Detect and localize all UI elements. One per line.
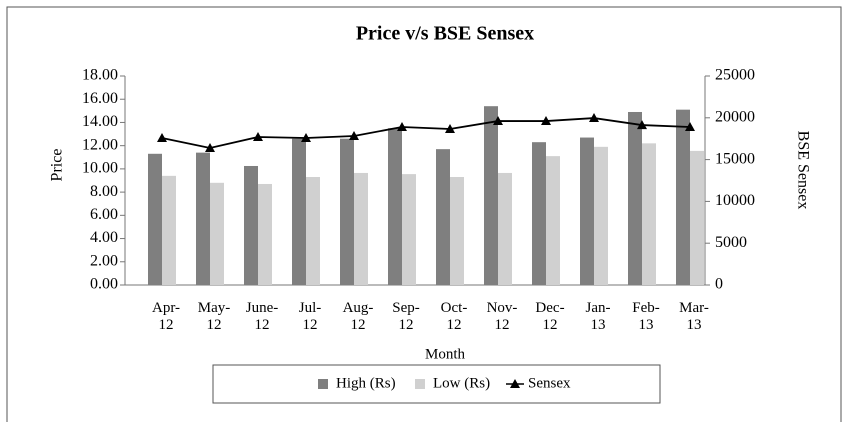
bar (148, 153, 162, 285)
chart-frame (6, 6, 842, 422)
marker (445, 124, 455, 134)
legend-swatch (415, 379, 425, 389)
y2-tick-label: 10000 (715, 192, 755, 209)
bar (690, 150, 704, 285)
y-axis-title: Price (49, 149, 66, 182)
bar (402, 174, 416, 285)
bar (580, 137, 594, 285)
legend-label: High (Rs) (336, 375, 396, 391)
bar (546, 156, 560, 285)
y2-axis-title: BSE Sensex (794, 131, 811, 210)
y-tick-label: 14.00 (82, 113, 118, 130)
x-tick-label: Oct-12 (441, 300, 468, 333)
bar (244, 165, 258, 285)
y2-tick-label: 5000 (715, 234, 747, 251)
legend-marker (510, 379, 520, 388)
y-tick-label: 10.00 (82, 160, 118, 177)
bar (162, 175, 176, 285)
marker (253, 132, 263, 142)
x-tick-label: Sep-12 (392, 300, 420, 333)
bar (628, 111, 642, 285)
y2-tick-label: 25000 (715, 67, 755, 84)
x-tick-label: Aug-12 (343, 300, 374, 333)
bar (388, 128, 402, 285)
bar (210, 182, 224, 285)
marker (637, 120, 647, 130)
marker (589, 113, 599, 123)
bar (498, 172, 512, 285)
x-tick-label: Jan-13 (586, 300, 611, 333)
x-tick-label: Nov-12 (487, 300, 518, 333)
bar (340, 138, 354, 285)
bar (642, 143, 656, 285)
y2-tick-label: 0 (715, 276, 723, 293)
y-tick-label: 12.00 (82, 136, 118, 153)
x-axis-title: Month (425, 346, 466, 362)
legend-label: Low (Rs) (433, 375, 490, 391)
y-tick-label: 8.00 (90, 183, 118, 200)
y-tick-label: 16.00 (82, 90, 118, 107)
marker (541, 116, 551, 126)
y-tick-label: 0.00 (90, 276, 118, 293)
bar (196, 152, 210, 285)
y2-tick-label: 20000 (715, 108, 755, 125)
bar (532, 142, 546, 285)
x-tick-label: Jul-12 (299, 300, 322, 333)
bar (292, 138, 306, 285)
marker (397, 121, 407, 131)
bar (594, 146, 608, 285)
marker (205, 142, 215, 152)
marker (685, 121, 695, 131)
y-tick-label: 2.00 (90, 252, 118, 269)
marker (157, 133, 167, 143)
bar (258, 183, 272, 285)
y-tick-label: 6.00 (90, 206, 118, 223)
bar (306, 177, 320, 285)
line (161, 117, 691, 149)
x-tick-label: Apr-12 (152, 300, 180, 333)
legend-box (212, 364, 661, 404)
bar (676, 109, 690, 285)
y-tick-label: 4.00 (90, 229, 118, 246)
marker (349, 131, 359, 141)
legend-label: Sensex (528, 375, 571, 391)
bar (354, 172, 368, 285)
x-tick-label: Feb-13 (632, 300, 660, 333)
x-tick-label: May-12 (198, 300, 231, 333)
bar (484, 106, 498, 285)
chart-title: Price v/s BSE Sensex (356, 23, 534, 45)
y-tick-label: 18.00 (82, 67, 118, 84)
bar (450, 177, 464, 285)
x-tick-label: June-12 (246, 300, 279, 333)
marker (493, 116, 503, 126)
bar (436, 149, 450, 285)
marker (301, 133, 311, 143)
legend-swatch (318, 379, 328, 389)
x-tick-label: Dec-12 (535, 300, 564, 333)
x-tick-label: Mar-13 (679, 300, 709, 333)
y2-tick-label: 15000 (715, 150, 755, 167)
